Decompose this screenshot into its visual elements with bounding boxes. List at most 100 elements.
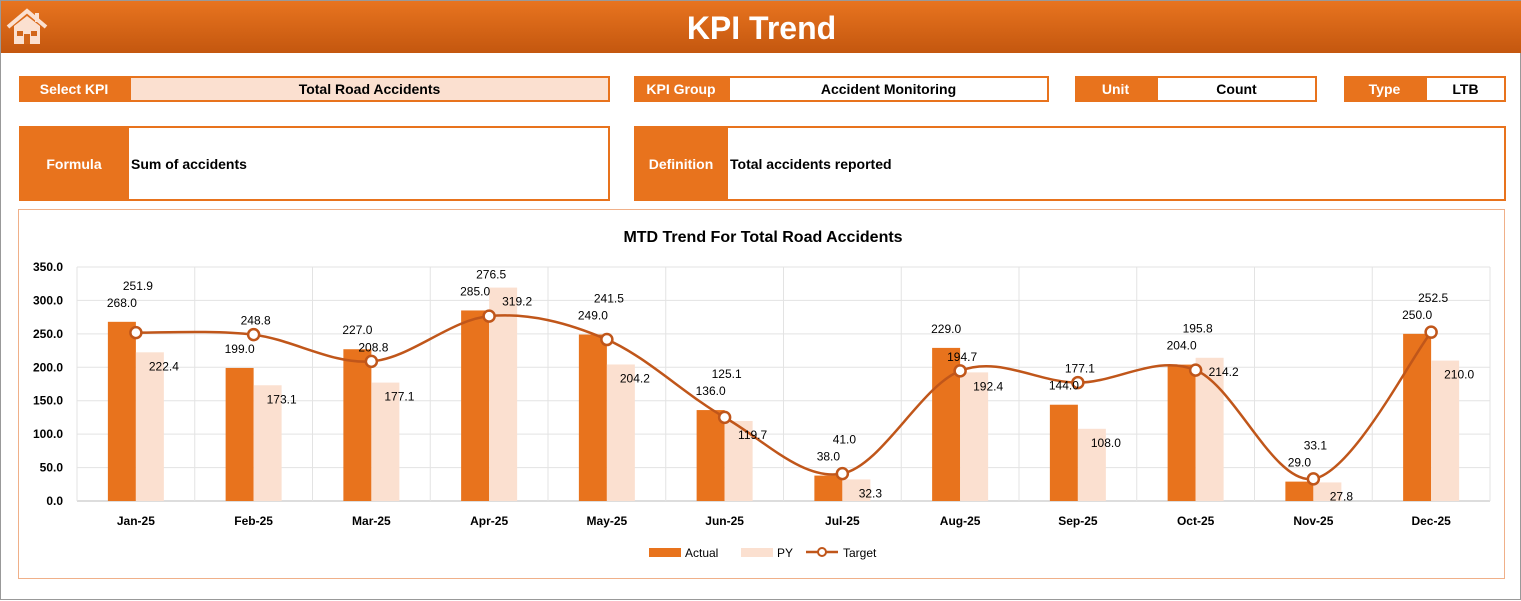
target-marker (1188, 363, 1203, 377)
data-label-py: 204.2 (620, 371, 650, 385)
data-label-py: 173.1 (267, 392, 297, 406)
kpi-group-label: KPI Group (634, 76, 728, 102)
x-tick-label: Jun-25 (705, 514, 744, 528)
x-tick-label: Aug-25 (940, 514, 981, 528)
data-label-actual: 136.0 (696, 384, 726, 398)
data-label-target: 248.8 (241, 314, 271, 328)
data-label-target: 251.9 (123, 279, 153, 293)
data-label-actual: 229.0 (931, 322, 961, 336)
data-label-actual: 38.0 (817, 450, 841, 464)
kpi-group-value: Accident Monitoring (728, 76, 1049, 102)
x-tick-label: Apr-25 (470, 514, 508, 528)
chart-title: MTD Trend For Total Road Accidents (623, 229, 902, 246)
formula-label: Formula (19, 126, 129, 201)
data-label-py: 222.4 (149, 359, 179, 373)
x-tick-label: May-25 (587, 514, 628, 528)
data-label-py: 119.7 (738, 428, 767, 442)
data-label-target: 195.8 (1183, 322, 1213, 336)
definition-value: Total accidents reported (728, 126, 1506, 201)
bar-actual (1285, 481, 1314, 501)
bar-actual (225, 367, 254, 501)
legend-py-swatch (741, 548, 773, 557)
type-value: LTB (1425, 76, 1506, 102)
x-tick-label: Dec-25 (1411, 514, 1451, 528)
y-tick-label: 200.0 (33, 360, 63, 374)
target-marker (246, 327, 261, 342)
type-label: Type (1344, 76, 1425, 102)
formula-value: Sum of accidents (129, 126, 610, 201)
data-label-py: 32.3 (859, 486, 883, 500)
target-marker (364, 354, 379, 369)
bar-py (1313, 482, 1342, 501)
target-marker (600, 332, 614, 347)
y-tick-label: 300.0 (33, 293, 63, 307)
bar-py (1431, 360, 1460, 501)
data-label-target: 194.7 (947, 350, 977, 364)
legend: Actual PY Target (649, 546, 877, 560)
data-label-py: 108.0 (1091, 436, 1121, 450)
bar-py (371, 382, 400, 501)
bar-py (960, 372, 989, 501)
x-tick-label: Mar-25 (352, 514, 391, 528)
header-bar: KPI Trend (1, 1, 1521, 53)
data-label-py: 210.0 (1444, 368, 1474, 382)
bar-actual (696, 410, 725, 501)
bar-py (135, 352, 164, 501)
bar-actual (343, 349, 372, 501)
bar-actual (1167, 364, 1196, 501)
bar-actual (814, 475, 843, 501)
x-tick-label: Jan-25 (117, 514, 155, 528)
target-marker (1071, 375, 1085, 390)
bar-actual (461, 310, 490, 501)
bar-py (724, 420, 753, 501)
x-tick-label: Jul-25 (825, 514, 860, 528)
bar-actual (107, 321, 136, 501)
data-label-actual: 144.0 (1049, 379, 1079, 393)
bar-py (1077, 428, 1106, 501)
data-label-actual: 199.0 (225, 342, 255, 356)
target-marker (953, 364, 967, 378)
unit-label: Unit (1075, 76, 1156, 102)
data-label-target: 241.5 (594, 292, 624, 306)
y-tick-label: 150.0 (33, 394, 63, 408)
data-label-actual: 227.0 (342, 323, 372, 337)
x-tick-label: Feb-25 (234, 514, 273, 528)
legend-actual-swatch (649, 548, 681, 557)
data-label-target: 252.5 (1418, 291, 1448, 305)
legend-target-marker (817, 547, 827, 557)
data-label-actual: 285.0 (460, 284, 490, 298)
bar-py (1195, 357, 1224, 501)
page-title: KPI Trend (686, 10, 837, 46)
target-marker (129, 325, 143, 340)
bar-py (489, 287, 518, 501)
target-marker (717, 410, 732, 425)
target-marker (835, 466, 850, 481)
target-marker (1424, 325, 1438, 339)
select-kpi-label: Select KPI (19, 76, 129, 102)
data-label-target: 208.8 (358, 340, 388, 354)
y-tick-label: 50.0 (40, 461, 64, 475)
data-label-py: 192.4 (973, 379, 1003, 393)
legend-py: PY (777, 546, 793, 560)
x-tick-label: Nov-25 (1293, 514, 1333, 528)
data-label-target: 33.1 (1304, 439, 1328, 453)
target-marker (1306, 472, 1321, 486)
target-marker (482, 309, 496, 323)
legend-target: Target (843, 546, 877, 560)
y-tick-label: 0.0 (46, 494, 63, 508)
data-label-target: 177.1 (1065, 362, 1095, 376)
data-label-actual: 250.0 (1402, 308, 1432, 322)
y-tick-label: 100.0 (33, 427, 63, 441)
data-label-target: 276.5 (476, 267, 506, 281)
bar-py (842, 479, 871, 501)
data-label-py: 319.2 (502, 295, 532, 309)
data-label-py: 177.1 (384, 390, 414, 404)
bar-actual (1049, 404, 1078, 501)
select-kpi-dropdown[interactable]: Total Road Accidents (129, 76, 610, 102)
data-label-actual: 204.0 (1167, 339, 1197, 353)
data-label-actual: 29.0 (1288, 456, 1312, 470)
bar-py (606, 364, 635, 501)
data-label-actual: 249.0 (578, 309, 608, 323)
home-icon[interactable] (5, 7, 49, 47)
